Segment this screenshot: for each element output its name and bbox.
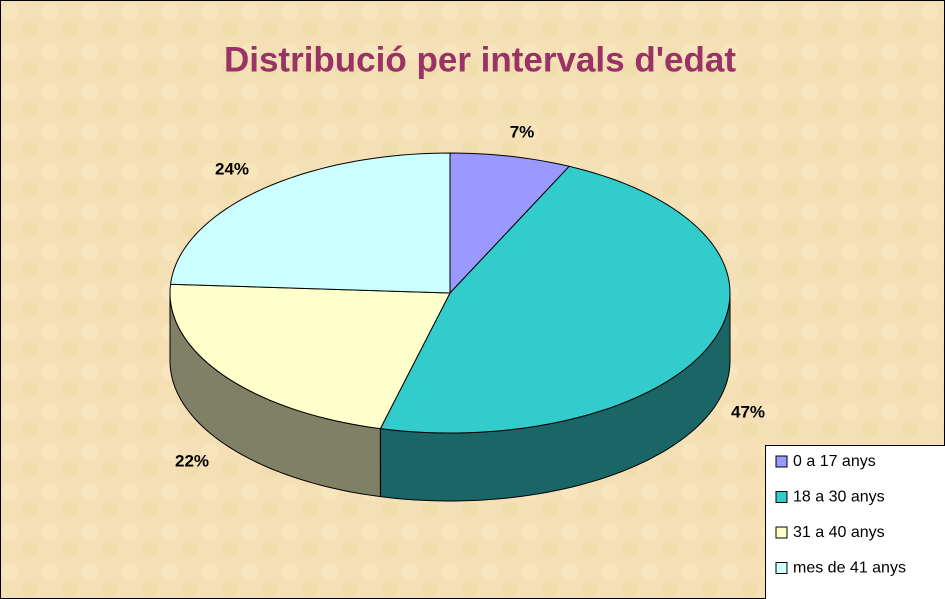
legend-swatch — [775, 526, 788, 539]
legend-label: mes de 41 anys — [793, 560, 906, 577]
data-label: 22% — [175, 451, 209, 470]
legend-label: 18 a 30 anys — [793, 489, 885, 506]
chart-title: Distribució per intervals d'edat — [224, 40, 736, 79]
legend-swatch — [775, 455, 788, 468]
pie-slice — [449, 152, 571, 295]
pie-slice — [379, 165, 731, 434]
legend-label: 31 a 40 anys — [793, 524, 885, 541]
legend: 0 a 17 anys 18 a 30 anys 31 a 40 anys mes d… — [765, 445, 945, 599]
data-label: 7% — [510, 122, 535, 141]
data-label: 24% — [215, 159, 249, 178]
pie-slice — [169, 152, 451, 294]
legend-swatch — [775, 562, 788, 574]
data-label: 47% — [731, 402, 765, 421]
pie-slice — [169, 283, 451, 430]
legend-label: 0 a 17 anys — [793, 453, 876, 470]
legend-box — [765, 445, 945, 599]
legend-swatch — [775, 491, 788, 503]
